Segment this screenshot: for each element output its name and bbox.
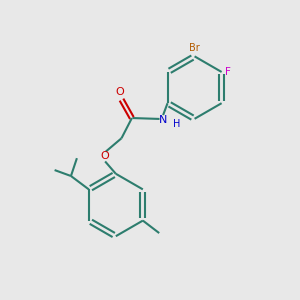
Text: H: H <box>172 119 180 129</box>
Text: Br: Br <box>189 44 200 53</box>
Text: O: O <box>116 87 124 97</box>
Text: N: N <box>159 115 167 124</box>
Text: O: O <box>101 151 110 161</box>
Text: F: F <box>225 67 231 77</box>
